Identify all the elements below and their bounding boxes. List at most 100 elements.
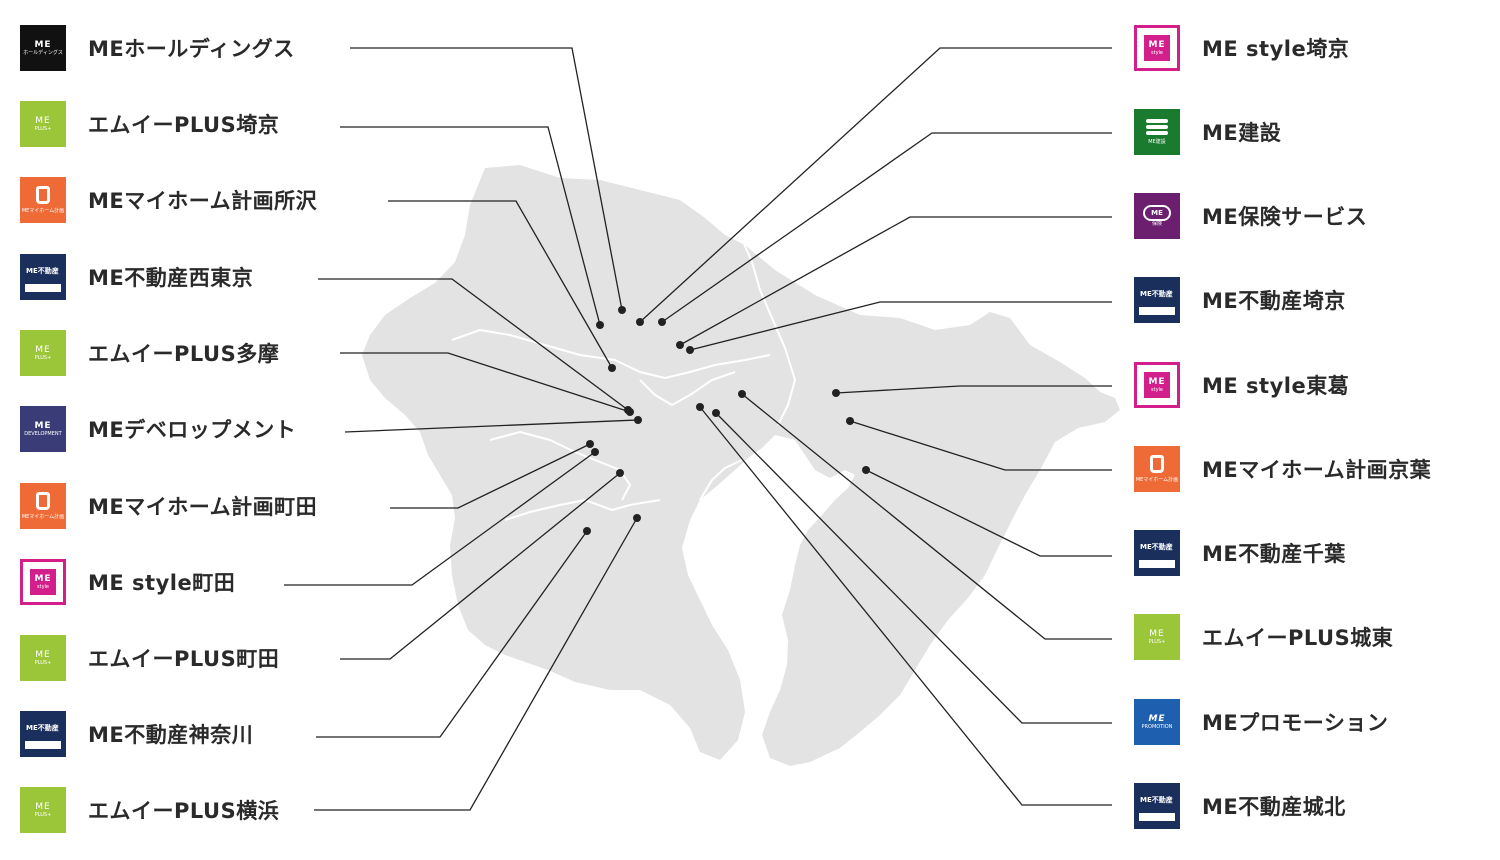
- river-a: [639, 371, 736, 406]
- land-main: [362, 165, 1120, 766]
- office-label: ME不動産千葉: [1202, 542, 1346, 566]
- office-label: MEマイホーム計画京葉: [1202, 458, 1432, 482]
- style-saikyo-location-dot: [636, 318, 644, 326]
- office-entry-fudosan-saikyo: ME不動産 ME不動産埼京: [1134, 277, 1346, 323]
- office-label: ME style町田: [88, 571, 236, 595]
- office-entry-plus-tama: ME PLUS+ エムイーPLUS多摩: [20, 330, 279, 376]
- fudosan-chiba-leader-line: [865, 469, 1112, 557]
- logo-subtext: PLUS+: [34, 355, 52, 361]
- office-label: ME建設: [1202, 121, 1282, 145]
- myhome-keiyo-location-dot: [846, 417, 854, 425]
- border-kanagawa-inner: [504, 499, 661, 521]
- me-holdings-leader-line: [350, 47, 623, 311]
- plus-yokohama-leader-line: [314, 517, 638, 811]
- fudosan-johoku-location-dot: [696, 403, 704, 411]
- office-entry-style-saikyo: ME style ME style埼京: [1134, 25, 1349, 71]
- office-entry-plus-yokohama: ME PLUS+ エムイーPLUS横浜: [20, 787, 279, 833]
- logo-text: ME: [1148, 40, 1166, 50]
- logo-bar: [1139, 560, 1175, 568]
- style-saikyo-logo: ME style: [1134, 25, 1180, 71]
- plus-machida-leader-line: [340, 472, 621, 660]
- myhome-machida-leader-line: [390, 443, 591, 509]
- office-label: ME style埼京: [1202, 37, 1350, 61]
- plus-machida-location-dot: [616, 469, 624, 477]
- logo-subtext: PLUS+: [34, 812, 52, 818]
- location-dots: [583, 306, 870, 535]
- office-label: MEプロモーション: [1202, 711, 1389, 735]
- plus-joto-location-dot: [738, 390, 746, 398]
- logo-subtext: PLUS+: [1148, 639, 1166, 645]
- logo-bar: [1139, 813, 1175, 821]
- office-entry-hoken: ME 保険 ME保険サービス: [1134, 193, 1367, 239]
- office-entry-promotion: ME PROMOTION MEプロモーション: [1134, 699, 1388, 745]
- logo-subtext: MEマイホーム計画: [21, 208, 65, 214]
- myhome-tokorozawa-logo: MEマイホーム計画: [20, 177, 66, 223]
- plus-saikyo-leader-line: [340, 126, 601, 326]
- office-entry-fudosan-chiba: ME不動産 ME不動産千葉: [1134, 530, 1346, 576]
- fudosan-johoku-leader-line: [699, 406, 1112, 806]
- style-higashikatsushika-location-dot: [832, 389, 840, 397]
- logo-text: ME: [34, 574, 52, 584]
- logo-subtext: 保険: [1151, 221, 1162, 227]
- myhome-machida-location-dot: [586, 440, 594, 448]
- border-chiba-west: [739, 234, 796, 426]
- office-entry-myhome-machida: MEマイホーム計画 MEマイホーム計画町田: [20, 483, 317, 529]
- me-holdings-location-dot: [618, 306, 626, 314]
- hoken-leader-line: [679, 216, 1112, 346]
- logo-text: ME不動産: [1140, 796, 1173, 804]
- logo-text: ME: [35, 116, 51, 126]
- promotion-location-dot: [712, 409, 720, 417]
- office-label: エムイーPLUS多摩: [88, 342, 280, 366]
- house-icon: [36, 492, 50, 510]
- logo-text: ME: [35, 802, 51, 812]
- logo-subtext: MEマイホーム計画: [1135, 477, 1179, 483]
- office-label: MEデベロップメント: [88, 418, 297, 442]
- promotion-leader-line: [715, 412, 1112, 724]
- myhome-tokorozawa-leader-line: [388, 200, 613, 369]
- fudosan-kanagawa-logo: ME不動産: [20, 711, 66, 757]
- promotion-logo: ME PROMOTION: [1134, 699, 1180, 745]
- office-entry-style-higashikatsushika: ME style ME style東葛: [1134, 362, 1349, 408]
- office-label: MEマイホーム計画町田: [88, 495, 318, 519]
- house-icon: [36, 186, 50, 204]
- plus-joto-leader-line: [741, 393, 1112, 640]
- fudosan-nishitokyo-logo: ME不動産: [20, 254, 66, 300]
- office-label: MEホールディングス: [88, 37, 295, 61]
- style-higashikatsushika-logo: ME style: [1134, 362, 1180, 408]
- office-label: ME不動産城北: [1202, 795, 1346, 819]
- logo-text: ME: [34, 421, 52, 431]
- logo-text: ME: [34, 40, 52, 50]
- logo-text: ME: [35, 345, 51, 355]
- style-higashikatsushika-leader-line: [835, 385, 1112, 394]
- myhome-keiyo-leader-line: [849, 420, 1112, 471]
- logo-text: ME不動産: [26, 267, 59, 275]
- fudosan-chiba-logo: ME不動産: [1134, 530, 1180, 576]
- office-label: エムイーPLUS横浜: [88, 799, 280, 823]
- office-entry-development: ME DEVELOPMENT MEデベロップメント: [20, 406, 296, 452]
- hoken-logo: ME 保険: [1134, 193, 1180, 239]
- logo-text: ME不動産: [1140, 543, 1173, 551]
- logo-text: ME不動産: [26, 724, 59, 732]
- office-entry-myhome-keiyo: MEマイホーム計画 MEマイホーム計画京葉: [1134, 446, 1431, 492]
- fudosan-saikyo-location-dot: [686, 346, 694, 354]
- office-entry-fudosan-johoku: ME不動産 ME不動産城北: [1134, 783, 1346, 829]
- office-entry-plus-joto: ME PLUS+ エムイーPLUS城東: [1134, 614, 1393, 660]
- plus-saikyo-logo: ME PLUS+: [20, 101, 66, 147]
- office-label: ME保険サービス: [1202, 205, 1368, 229]
- logo-text: ME: [1149, 629, 1165, 639]
- office-label: エムイーPLUS町田: [88, 647, 280, 671]
- house-icon: [1150, 455, 1164, 473]
- logo-bar: [1139, 307, 1175, 315]
- development-logo: ME DEVELOPMENT: [20, 406, 66, 452]
- fudosan-saikyo-leader-line: [689, 301, 1112, 351]
- office-entry-plus-saikyo: ME PLUS+ エムイーPLUS埼京: [20, 101, 279, 147]
- layers-icon: [1146, 119, 1168, 135]
- style-machida-location-dot: [591, 448, 599, 456]
- logo-subtext: ホールディングス: [23, 50, 63, 56]
- plus-tama-logo: ME PLUS+: [20, 330, 66, 376]
- river-b: [699, 459, 743, 501]
- office-entry-kensetsu: ME建設 ME建設: [1134, 109, 1281, 155]
- logo-subtext: PLUS+: [34, 126, 52, 132]
- office-entry-me-holdings: ME ホールディングス MEホールディングス: [20, 25, 295, 71]
